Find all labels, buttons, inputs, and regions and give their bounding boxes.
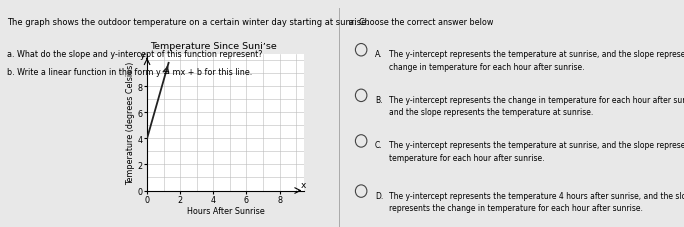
Y-axis label: Temperature (degrees Celsius): Temperature (degrees Celsius) [126,61,135,184]
Text: The y-intercept represents the change in temperature for each hour after sunrise: The y-intercept represents the change in… [389,95,684,117]
Text: x: x [301,180,306,189]
Text: Temperature Since Suniʼse: Temperature Since Suniʼse [150,42,277,51]
Text: The y-intercept represents the temperature 4 hours after sunrise, and the slope
: The y-intercept represents the temperatu… [389,191,684,212]
Text: C.: C. [375,141,382,150]
Text: The y-intercept represents the temperature at sunrise, and the slope represents : The y-intercept represents the temperatu… [389,141,684,162]
Text: D.: D. [375,191,383,200]
Text: A.: A. [375,50,382,59]
Text: y: y [140,51,145,60]
X-axis label: Hours After Sunrise: Hours After Sunrise [187,207,265,215]
Text: a. Choose the correct answer below: a. Choose the correct answer below [349,18,493,27]
Text: B.: B. [375,95,382,104]
Text: b. Write a linear function in the form y = mx + b for this line.: b. Write a linear function in the form y… [7,68,252,77]
Text: The y-intercept represents the temperature at sunrise, and the slope represents : The y-intercept represents the temperatu… [389,50,684,71]
Text: a. What do the slope and y-intercept of this function represent?: a. What do the slope and y-intercept of … [7,50,263,59]
Text: The graph shows the outdoor temperature on a certain winter day starting at sunr: The graph shows the outdoor temperature … [7,18,369,27]
